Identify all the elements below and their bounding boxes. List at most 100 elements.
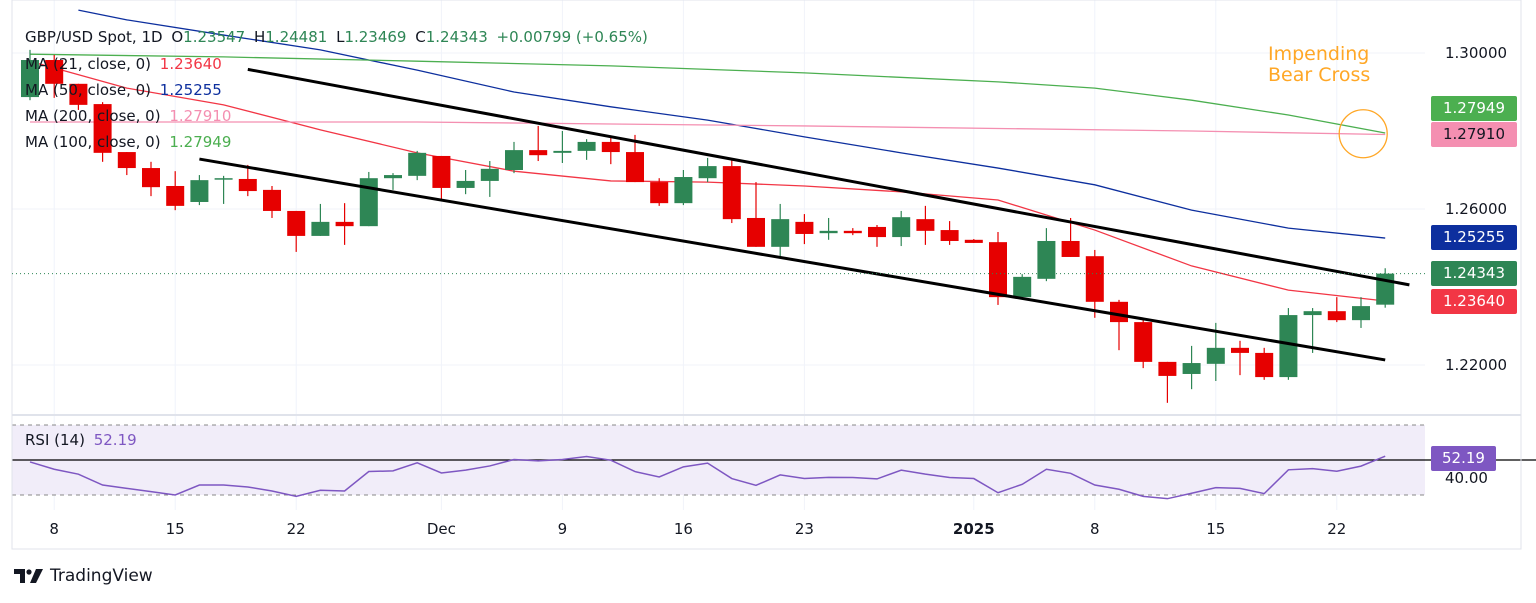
change-value: +0.00799 (+0.65%)	[496, 28, 648, 46]
candle-down	[1158, 361, 1177, 403]
ma50-legend[interactable]: MA (50, close, 0) 1.25255	[25, 81, 226, 99]
candle-up	[771, 203, 790, 257]
ma100-price-tag: 1.27949	[1431, 96, 1517, 121]
candle-down	[601, 138, 620, 165]
candle-body	[238, 178, 257, 192]
candle-up	[359, 171, 378, 227]
candle-body	[1085, 256, 1104, 302]
symbol-title: GBP/USD Spot, 1D	[25, 28, 163, 46]
candle-body	[1110, 301, 1128, 323]
candle-body	[1231, 347, 1249, 353]
candle-body	[795, 221, 814, 234]
time-tick: 16	[673, 520, 693, 538]
candle-body	[553, 150, 572, 153]
chart-frame	[11, 0, 1522, 550]
candle-down	[989, 232, 1007, 305]
ma-line-100	[29, 53, 1386, 134]
candle-down	[1327, 297, 1346, 323]
candle-down	[432, 155, 451, 201]
candle-down	[117, 152, 136, 176]
candle-up	[892, 210, 911, 247]
candle-up	[1303, 308, 1322, 353]
candle-down	[940, 221, 959, 245]
ma200-legend[interactable]: MA (200, close, 0) 1.27910	[25, 107, 235, 125]
candle-up	[674, 170, 693, 206]
candle-down	[166, 171, 185, 211]
rsi-legend[interactable]: RSI (14) 52.19	[25, 431, 141, 449]
candle-down	[1134, 317, 1153, 369]
candle-body	[989, 242, 1007, 298]
open-value: 1.23547	[183, 28, 246, 46]
time-tick: 9	[557, 520, 568, 538]
candle-body	[892, 217, 911, 238]
candle-up	[480, 161, 499, 197]
candle-body	[698, 166, 717, 179]
candle-up	[577, 139, 596, 160]
candle-body	[287, 210, 306, 236]
ma21-legend[interactable]: MA (21, close, 0) 1.23640	[25, 55, 226, 73]
candle-body	[166, 185, 185, 206]
candle-down	[263, 185, 281, 218]
candle-down	[1061, 217, 1080, 257]
candle-body	[868, 226, 886, 238]
annotation-line-1: Impending	[1268, 43, 1370, 65]
candle-down	[747, 182, 765, 247]
candle-down	[1110, 299, 1128, 351]
candle-body	[1352, 306, 1370, 321]
candle-body	[843, 230, 862, 234]
candle-down	[843, 228, 862, 236]
candle-up	[1037, 228, 1056, 282]
candle-body	[1255, 352, 1274, 378]
ma-line-50	[78, 9, 1386, 239]
candle-down	[868, 224, 886, 247]
ma100-legend[interactable]: MA (100, close, 0) 1.27949	[25, 133, 235, 151]
candle-body	[964, 239, 983, 243]
candle-body	[650, 182, 669, 204]
candle-body	[190, 180, 209, 202]
candle-body	[1327, 311, 1346, 321]
candle-body	[142, 168, 160, 188]
ma21-price-tag: 1.23640	[1431, 289, 1517, 314]
trendlines	[199, 67, 1410, 362]
ma200-value: 1.27910	[169, 107, 232, 125]
candle-up	[1013, 274, 1032, 298]
candle-body	[93, 104, 112, 153]
ma200-price-tag: 1.27910	[1431, 122, 1517, 147]
annotation-line-2: Bear Cross	[1268, 64, 1371, 86]
candle-body	[1279, 315, 1298, 378]
candle-down	[238, 164, 257, 197]
candle-body	[1303, 311, 1322, 316]
candle-body	[456, 180, 475, 188]
price-tick: 1.30000	[1445, 44, 1508, 62]
candle-up	[553, 131, 572, 163]
open-label: O	[171, 28, 184, 46]
candle-up	[311, 203, 330, 236]
candle-body	[214, 178, 233, 180]
candle-body	[1061, 240, 1080, 257]
candle-down	[287, 210, 306, 252]
candle-up	[456, 170, 475, 195]
time-tick: 22	[286, 520, 306, 538]
price-tick: 1.26000	[1445, 200, 1508, 218]
time-tick: 2025	[952, 520, 995, 538]
candle-down	[1231, 340, 1249, 376]
high-value: 1.24481	[265, 28, 328, 46]
tradingview-logo[interactable]: TradingView	[14, 566, 153, 586]
candle-body	[601, 141, 620, 153]
upper-channel-line	[247, 67, 1410, 287]
time-tick: 15	[1206, 520, 1226, 538]
candle-body	[311, 221, 330, 236]
symbol-legend: GBP/USD Spot, 1D O1.23547 H1.24481 L1.23…	[25, 28, 652, 46]
time-tick: 15	[165, 520, 185, 538]
candle-down	[529, 125, 548, 162]
candle-body	[819, 230, 838, 234]
candle-up	[408, 150, 427, 181]
low-value: 1.23469	[344, 28, 407, 46]
ma-line-200	[30, 121, 1386, 136]
candle-down	[1255, 347, 1274, 380]
candle-body	[505, 150, 523, 170]
bear-cross-circle	[1338, 109, 1388, 159]
candle-body	[529, 150, 548, 156]
candle-body	[916, 219, 935, 231]
